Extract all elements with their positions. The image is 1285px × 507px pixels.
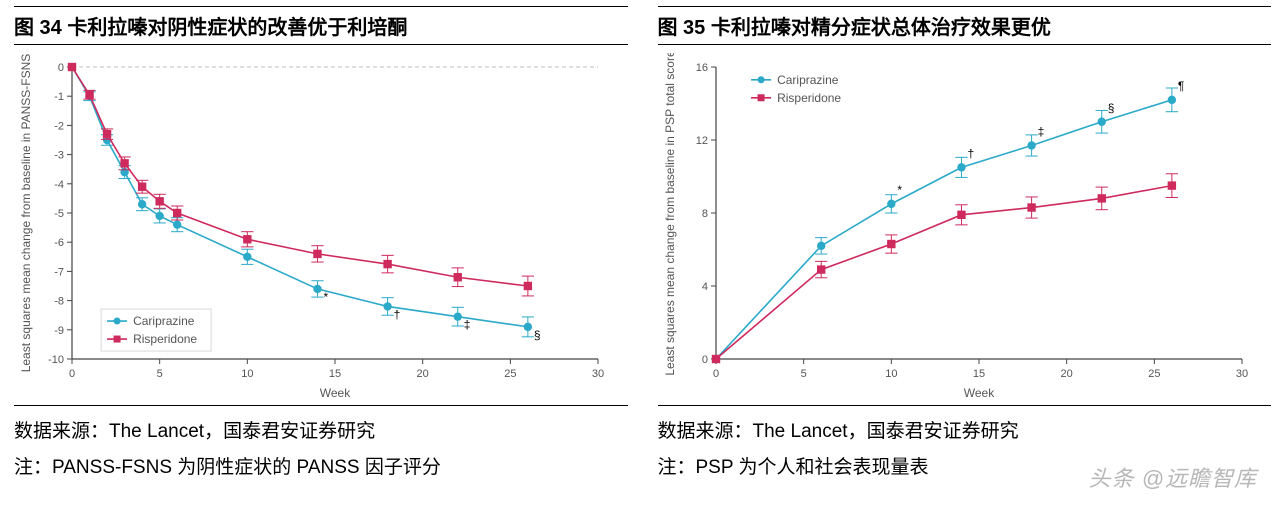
svg-text:16: 16	[695, 62, 707, 74]
svg-text:Least squares mean change from: Least squares mean change from baseline …	[663, 53, 677, 376]
svg-text:-10: -10	[48, 354, 64, 366]
svg-text:25: 25	[504, 368, 516, 380]
figure-34-note: 注：PANSS-FSNS 为阴性症状的 PANSS 因子评分	[14, 450, 628, 486]
svg-text:15: 15	[972, 368, 984, 380]
svg-text:‡: ‡	[1037, 124, 1044, 138]
svg-text:¶: ¶	[1177, 79, 1183, 93]
svg-text:†: †	[394, 307, 401, 321]
svg-text:0: 0	[701, 354, 707, 366]
figure-35-source: 数据来源：The Lancet，国泰君安证券研究	[658, 414, 1272, 450]
svg-text:Cariprazine: Cariprazine	[133, 314, 195, 328]
figure-34-title: 图 34 卡利拉嗪对阴性症状的改善优于利培酮	[14, 6, 628, 45]
svg-text:-2: -2	[54, 120, 64, 132]
figure-35-title: 图 35 卡利拉嗪对精分症状总体治疗效果更优	[658, 6, 1272, 45]
svg-text:*: *	[897, 183, 902, 197]
svg-text:12: 12	[695, 135, 707, 147]
svg-text:5: 5	[157, 368, 163, 380]
left-panel: 图 34 卡利拉嗪对阴性症状的改善优于利培酮 051015202530-10-9…	[14, 6, 628, 486]
svg-text:15: 15	[329, 368, 341, 380]
svg-text:Week: Week	[320, 386, 351, 400]
panss-fsns-line-chart: 051015202530-10-9-8-7-6-5-4-3-2-10WeekLe…	[14, 53, 614, 403]
svg-text:20: 20	[417, 368, 429, 380]
svg-text:-7: -7	[54, 266, 64, 278]
svg-text:-3: -3	[54, 150, 64, 162]
figure-34-source: 数据来源：The Lancet，国泰君安证券研究	[14, 414, 628, 450]
svg-text:0: 0	[69, 368, 75, 380]
svg-text:§: §	[534, 328, 541, 342]
svg-text:10: 10	[885, 368, 897, 380]
svg-text:-9: -9	[54, 325, 64, 337]
svg-text:5: 5	[800, 368, 806, 380]
svg-text:8: 8	[701, 208, 707, 220]
right-panel: 图 35 卡利拉嗪对精分症状总体治疗效果更优 0 5 10 15 20 25 30 0 4 8 12…	[658, 6, 1272, 486]
watermark: 头条 @远瞻智库	[1089, 461, 1257, 493]
svg-text:Least squares mean change from: Least squares mean change from baseline …	[19, 54, 33, 373]
svg-text:Cariprazine: Cariprazine	[777, 73, 839, 87]
svg-text:‡: ‡	[464, 318, 471, 332]
svg-text:-4: -4	[54, 179, 64, 191]
figure-35-chart: 0 5 10 15 20 25 30 0 4 8 12 16 Week Least squares mea…	[658, 45, 1272, 406]
svg-text:25: 25	[1148, 368, 1160, 380]
svg-text:Week: Week	[963, 386, 994, 400]
page: 图 34 卡利拉嗪对阴性症状的改善优于利培酮 051015202530-10-9…	[0, 0, 1285, 507]
svg-text:*: *	[323, 290, 328, 304]
svg-text:0: 0	[712, 368, 718, 380]
svg-text:10: 10	[241, 368, 253, 380]
svg-text:30: 30	[1235, 368, 1247, 380]
psp-line-chart: 0 5 10 15 20 25 30 0 4 8 12 16 Week Least squares mea…	[658, 53, 1258, 403]
svg-text:-8: -8	[54, 296, 64, 308]
svg-text:†: †	[967, 146, 974, 160]
figure-34-source-note: 数据来源：The Lancet，国泰君安证券研究 注：PANSS-FSNS 为阴…	[14, 414, 628, 486]
svg-text:4: 4	[701, 281, 707, 293]
svg-text:-6: -6	[54, 237, 64, 249]
svg-text:20: 20	[1060, 368, 1072, 380]
svg-text:§: §	[1107, 101, 1114, 115]
svg-text:-1: -1	[54, 91, 64, 103]
svg-text:Risperidone: Risperidone	[777, 91, 841, 105]
svg-text:Risperidone: Risperidone	[133, 332, 197, 346]
svg-text:30: 30	[592, 368, 604, 380]
svg-text:0: 0	[58, 62, 64, 74]
svg-text:-5: -5	[54, 208, 64, 220]
figure-34-chart: 051015202530-10-9-8-7-6-5-4-3-2-10WeekLe…	[14, 45, 628, 406]
two-column-layout: 图 34 卡利拉嗪对阴性症状的改善优于利培酮 051015202530-10-9…	[14, 6, 1271, 486]
